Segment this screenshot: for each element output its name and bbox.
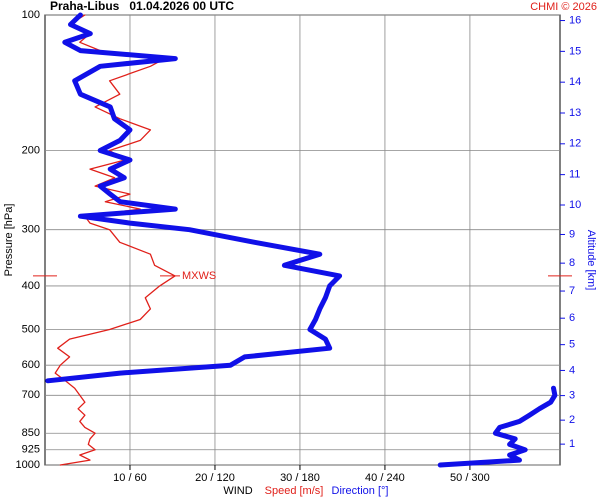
y2-tick-label: 14 — [569, 76, 581, 88]
y2-tick-label: 2 — [569, 414, 575, 426]
legend-entry: Speed [m/s] — [265, 485, 324, 497]
y2-tick-label: 11 — [569, 169, 580, 181]
y2-tick-label: 9 — [569, 228, 575, 240]
annotation: MXWS — [182, 270, 216, 282]
x-tick-label: 10 / 60 — [113, 472, 147, 484]
y2-tick-label: 12 — [569, 138, 581, 150]
x-tick-label: 30 / 180 — [280, 472, 320, 484]
y2-tick-label: 15 — [569, 45, 581, 57]
y2-tick-label: 1 — [569, 438, 575, 450]
y-tick-label: 700 — [22, 389, 40, 401]
x-tick-label: 20 / 120 — [195, 472, 235, 484]
y2-tick-label: 5 — [569, 339, 575, 351]
x-tick-label: 50 / 300 — [450, 472, 490, 484]
y2-tick-label: 16 — [569, 14, 581, 26]
y2-tick-label: 13 — [569, 107, 581, 119]
plot-frame — [44, 14, 561, 466]
y-axis-label: Pressure [hPa] — [3, 204, 15, 277]
y2-axis-label: Altitude [km] — [585, 230, 597, 291]
y-tick-label: 300 — [22, 224, 40, 236]
y-tick-label: 600 — [22, 359, 40, 371]
y-tick-label: 100 — [22, 9, 40, 21]
legend-entry: Direction [°] — [332, 485, 389, 497]
y-tick-label: 500 — [22, 323, 40, 335]
y-tick-label: 850 — [22, 427, 40, 439]
y-tick-label: 200 — [22, 144, 40, 156]
y-tick-label: 925 — [22, 444, 40, 456]
chart-title: Praha-Libus 01.04.2026 00 UTC — [50, 0, 234, 13]
y2-tick-label: 8 — [569, 257, 575, 269]
direction-line — [437, 385, 558, 468]
direction-line — [45, 12, 343, 384]
y2-tick-label: 4 — [569, 364, 575, 376]
x-axis-label: WIND — [223, 485, 252, 497]
y2-tick-label: 3 — [569, 390, 575, 402]
y-tick-label: 1000 — [16, 459, 40, 471]
x-tick-label: 40 / 240 — [365, 472, 405, 484]
y-tick-label: 400 — [22, 280, 40, 292]
credit: CHMI © 2026 — [530, 1, 597, 13]
y2-tick-label: 6 — [569, 312, 575, 324]
y2-tick-label: 10 — [569, 199, 581, 211]
y2-tick-label: 7 — [569, 285, 575, 297]
